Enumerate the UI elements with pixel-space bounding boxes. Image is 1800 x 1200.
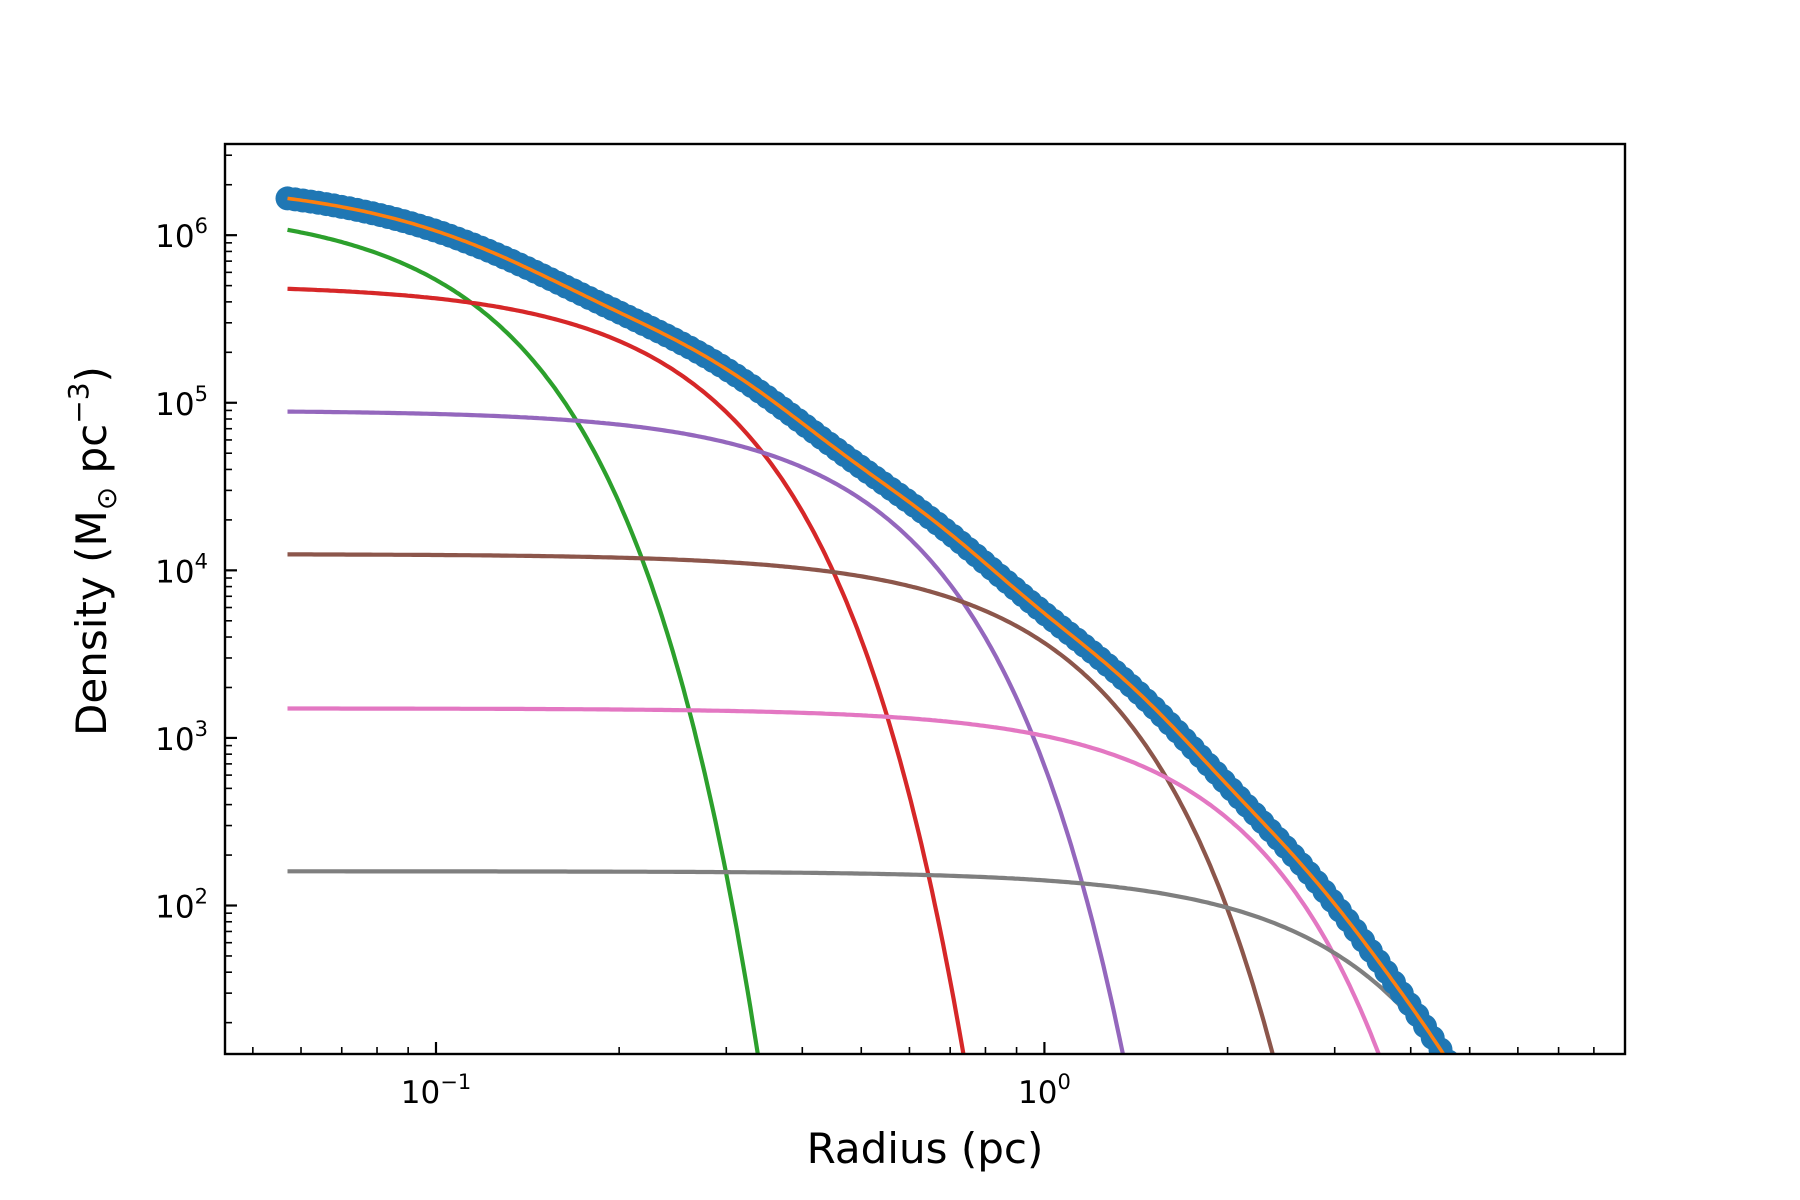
y-axis-ticks — [225, 154, 237, 1024]
x-tick-label: 10−1 — [401, 1070, 471, 1111]
y-tick-label: 106 — [155, 214, 208, 255]
data-point — [1467, 1103, 1491, 1127]
total-fit-line — [287, 196, 1446, 1054]
data-point — [1475, 1118, 1499, 1142]
component-line-3 — [287, 409, 1126, 1054]
component-line-6 — [287, 869, 1444, 1054]
data-point — [1483, 1134, 1507, 1158]
y-tick-label: 105 — [155, 382, 208, 423]
component-line-2 — [287, 286, 966, 1054]
data-point — [1452, 1075, 1476, 1099]
data-point — [1490, 1150, 1514, 1174]
component-line-5 — [287, 706, 1381, 1054]
component-line-1 — [287, 227, 760, 1054]
plot-series — [275, 186, 1530, 1200]
y-tick-label: 102 — [155, 885, 208, 926]
y-axis-tick-labels: 102 103 104 105 106 — [155, 214, 208, 925]
y-axis-label: Density (M⊙ pc−3) — [62, 366, 123, 736]
x-axis-ticks — [252, 1042, 1626, 1054]
x-tick-label: 100 — [1018, 1070, 1071, 1111]
y-tick-label: 104 — [155, 549, 208, 590]
x-axis-tick-labels: 10−1 100 — [401, 1070, 1071, 1111]
y-tick-label: 103 — [155, 717, 208, 758]
component-line-4 — [287, 552, 1275, 1054]
data-point — [1506, 1187, 1530, 1200]
plot-frame — [223, 142, 1627, 1056]
data-point — [1498, 1168, 1522, 1192]
data-point — [1444, 1062, 1468, 1086]
data-point — [1459, 1089, 1483, 1113]
x-axis-label: Radius (pc) — [807, 1124, 1044, 1173]
